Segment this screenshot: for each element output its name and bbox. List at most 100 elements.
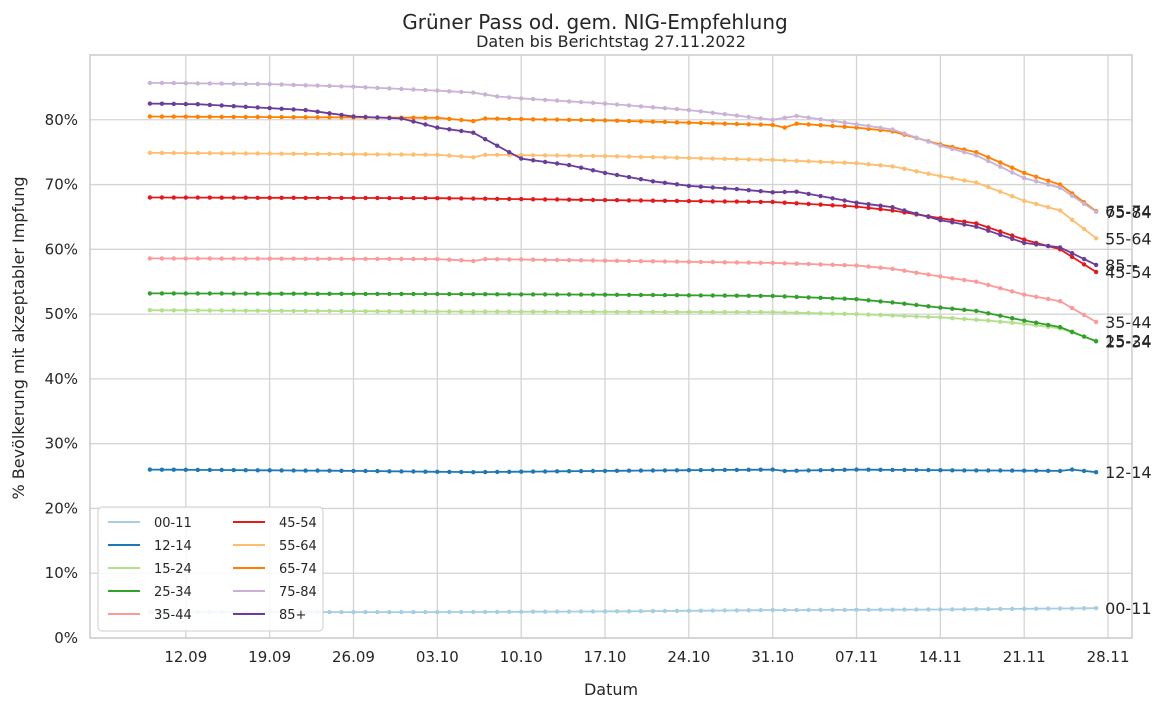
data-point (818, 311, 823, 316)
data-point (1021, 292, 1027, 297)
x-axis-label: Datum (584, 680, 638, 699)
data-point (650, 608, 656, 614)
data-point (1046, 468, 1051, 473)
data-point (710, 309, 715, 315)
data-point (171, 291, 176, 296)
data-point (1069, 251, 1075, 256)
data-point (387, 291, 392, 297)
data-point (219, 256, 224, 261)
data-point (1034, 320, 1039, 325)
data-point (614, 609, 620, 614)
data-point (339, 609, 344, 615)
data-point (1057, 468, 1063, 474)
data-point (734, 121, 739, 127)
data-point (878, 265, 883, 270)
data-point (746, 157, 751, 162)
data-point (650, 259, 656, 264)
data-point (722, 608, 727, 613)
data-point (554, 98, 560, 103)
data-point (590, 609, 596, 614)
data-point (962, 316, 967, 322)
data-point (1093, 262, 1099, 268)
data-point (602, 309, 608, 314)
data-point (734, 186, 739, 192)
data-point (375, 609, 380, 615)
data-point (471, 196, 476, 201)
data-point (159, 101, 165, 106)
data-point (207, 114, 212, 120)
data-point (171, 195, 176, 200)
data-point (255, 195, 260, 200)
data-point (962, 178, 967, 183)
data-point (1046, 182, 1051, 187)
data-point (650, 292, 656, 298)
data-point (159, 308, 165, 313)
data-point (423, 152, 428, 157)
data-point (986, 311, 991, 316)
data-point (614, 292, 620, 297)
data-point (219, 81, 224, 86)
data-point (195, 150, 200, 156)
y-tick-label: 50% (45, 305, 78, 323)
data-point (507, 257, 512, 262)
data-point (231, 81, 236, 87)
data-point (602, 292, 608, 297)
data-point (267, 468, 272, 473)
data-point (207, 151, 212, 156)
data-point (710, 156, 715, 161)
data-point (411, 291, 416, 297)
data-point (1021, 198, 1027, 203)
data-point (159, 291, 165, 296)
data-point (950, 146, 955, 152)
data-point (878, 467, 883, 472)
data-point (842, 203, 847, 209)
data-point (1034, 179, 1039, 184)
data-point (279, 106, 284, 112)
data-point (950, 306, 955, 311)
data-point (926, 314, 931, 320)
data-point (171, 150, 176, 156)
data-point (1010, 320, 1015, 325)
data-point (950, 276, 955, 281)
data-point (315, 195, 320, 201)
data-point (1034, 242, 1039, 247)
data-point (626, 154, 632, 159)
data-point (530, 609, 536, 614)
data-point (315, 256, 320, 261)
data-point (387, 609, 392, 615)
data-point (183, 114, 188, 119)
data-point (698, 309, 703, 315)
data-point (758, 608, 763, 613)
end-label-65-74: 65-74 (1105, 202, 1152, 221)
data-point (147, 195, 153, 200)
data-point (794, 468, 799, 473)
data-point (291, 308, 296, 314)
data-point (554, 469, 560, 474)
data-point (566, 99, 572, 104)
data-point (710, 259, 715, 265)
data-point (974, 317, 979, 322)
data-point (650, 468, 656, 473)
data-point (554, 117, 560, 122)
data-point (842, 198, 847, 203)
end-label-85+: 85+ (1105, 256, 1139, 275)
data-point (686, 107, 692, 113)
data-point (507, 292, 512, 297)
data-point (722, 199, 727, 204)
data-point (638, 198, 644, 203)
data-point (459, 89, 464, 95)
data-point (147, 467, 153, 472)
data-point (303, 256, 308, 261)
data-point (495, 469, 500, 475)
data-point (998, 606, 1003, 612)
data-point (698, 293, 703, 298)
data-point (483, 309, 488, 314)
data-point (710, 467, 715, 473)
data-point (291, 195, 296, 200)
x-tick-label: 31.10 (751, 648, 794, 666)
legend-item: 75-84 (233, 585, 317, 600)
data-point (459, 128, 464, 134)
data-point (1021, 170, 1027, 176)
data-point (986, 184, 991, 190)
